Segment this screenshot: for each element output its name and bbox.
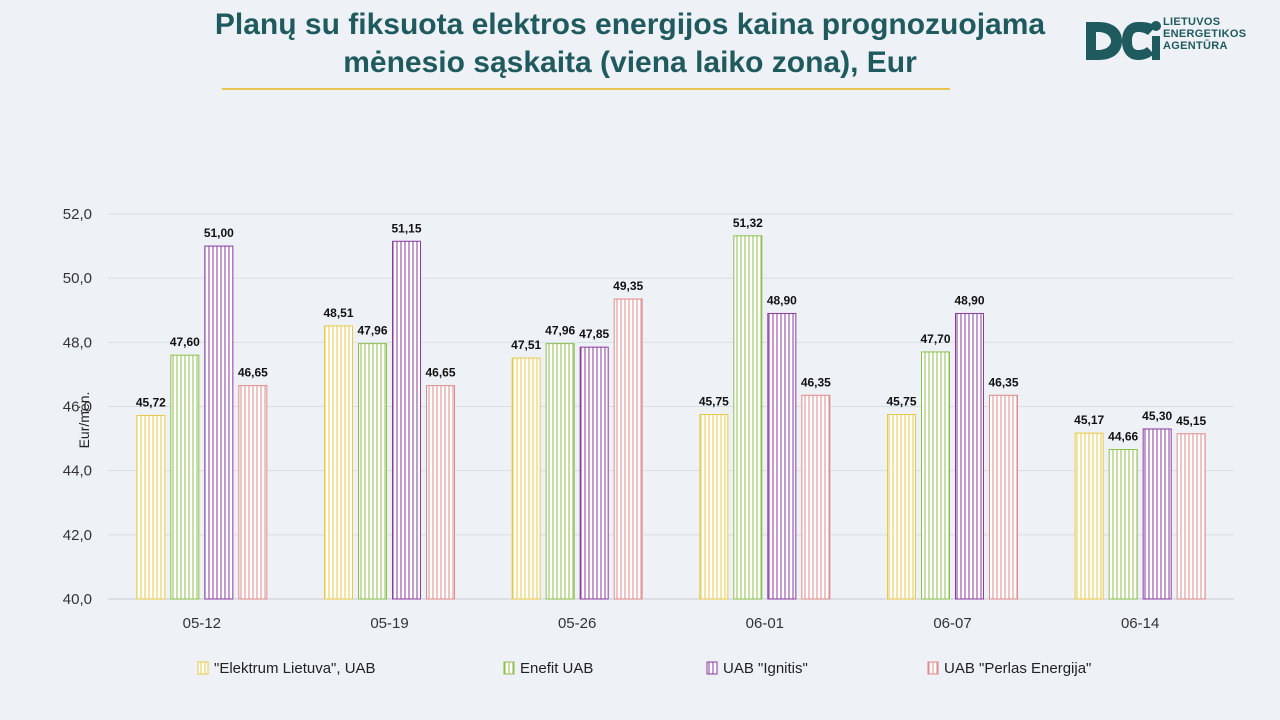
data-label: 45,17 (1074, 413, 1104, 427)
bar (955, 312, 984, 600)
agency-logo-text: LIETUVOS ENERGETIKOS AGENTŪRA (1163, 16, 1246, 52)
bar (392, 240, 421, 600)
data-label: 51,32 (733, 216, 763, 230)
bar (324, 325, 353, 600)
data-label: 46,65 (238, 366, 268, 380)
legend-swatch (197, 661, 209, 675)
bar (358, 343, 387, 600)
data-label: 48,51 (323, 306, 353, 320)
x-tick-label: 06-14 (1121, 615, 1159, 632)
data-label: 47,70 (920, 332, 950, 346)
bar (921, 351, 950, 600)
chart-title-line-1: Planų su fiksuota elektros energijos kai… (214, 8, 1046, 41)
y-tick-label: 48,0 (63, 334, 92, 351)
data-label: 47,96 (545, 324, 575, 338)
y-tick-label: 50,0 (63, 270, 92, 287)
bar (887, 414, 916, 600)
data-label: 45,15 (1176, 414, 1206, 428)
title-underline (222, 88, 950, 90)
data-label: 47,85 (579, 327, 609, 341)
logo-line-2: ENERGETIKOS (1163, 28, 1247, 40)
legend-label: "Elektrum Lietuva", UAB (214, 660, 376, 677)
data-label: 45,75 (886, 395, 916, 409)
data-label: 45,75 (699, 395, 729, 409)
logo-line-3: AGENTŪRA (1163, 40, 1228, 52)
legend-swatch (927, 661, 939, 675)
bar (699, 414, 729, 600)
bar (511, 357, 541, 600)
legend-label: Enefit UAB (520, 660, 593, 677)
legend-swatch (503, 661, 515, 675)
bar (767, 312, 797, 600)
x-tick-label: 06-01 (746, 615, 784, 632)
y-tick-label: 46,0 (63, 399, 92, 416)
x-tick-label: 06-07 (933, 615, 971, 632)
bar (545, 343, 575, 600)
bar (426, 385, 455, 600)
bar (989, 394, 1018, 600)
chart-title: Planų su fiksuota elektros energijos kai… (150, 6, 1110, 82)
bar (579, 346, 609, 600)
y-tick-label: 42,0 (63, 527, 92, 544)
chart-title-line-2: mėnesio sąskaita (viena laiko zona), Eur (343, 46, 917, 79)
legend-label: UAB "Ignitis" (723, 660, 808, 677)
bar (204, 245, 234, 600)
data-label: 51,15 (391, 221, 421, 235)
logo-line-1: LIETUVOS (1163, 16, 1221, 28)
data-label: 45,72 (136, 395, 166, 409)
y-tick-label: 44,0 (63, 463, 92, 480)
data-label: 48,90 (767, 293, 797, 307)
y-tick-label: 52,0 (63, 206, 92, 223)
legend-swatch (706, 661, 718, 675)
x-tick-label: 05-19 (370, 615, 408, 632)
data-label: 46,65 (425, 366, 455, 380)
x-tick-label: 05-26 (558, 615, 596, 632)
agency-logo-icon (1086, 21, 1161, 60)
bar (238, 385, 268, 600)
bar (170, 354, 200, 600)
data-label: 46,35 (988, 375, 1018, 389)
data-label: 47,51 (511, 338, 541, 352)
bar (1176, 433, 1206, 600)
bar (801, 394, 831, 600)
data-label: 47,60 (170, 335, 200, 349)
y-tick-label: 40,0 (63, 591, 92, 608)
bar (1142, 428, 1172, 600)
legend-label: UAB "Perlas Energija" (944, 660, 1091, 677)
data-label: 46,35 (801, 375, 831, 389)
data-label: 48,90 (954, 293, 984, 307)
bar (613, 298, 643, 600)
data-label: 44,66 (1108, 429, 1138, 443)
bar (1108, 448, 1138, 600)
data-label: 47,96 (357, 324, 387, 338)
x-tick-label: 05-12 (183, 615, 221, 632)
data-label: 49,35 (613, 279, 643, 293)
bar (136, 414, 166, 600)
data-label: 51,00 (204, 226, 234, 240)
bar (1074, 432, 1104, 600)
bar (733, 235, 763, 600)
data-label: 45,30 (1142, 409, 1172, 423)
y-axis-label: Eur/mėn. (76, 392, 92, 449)
